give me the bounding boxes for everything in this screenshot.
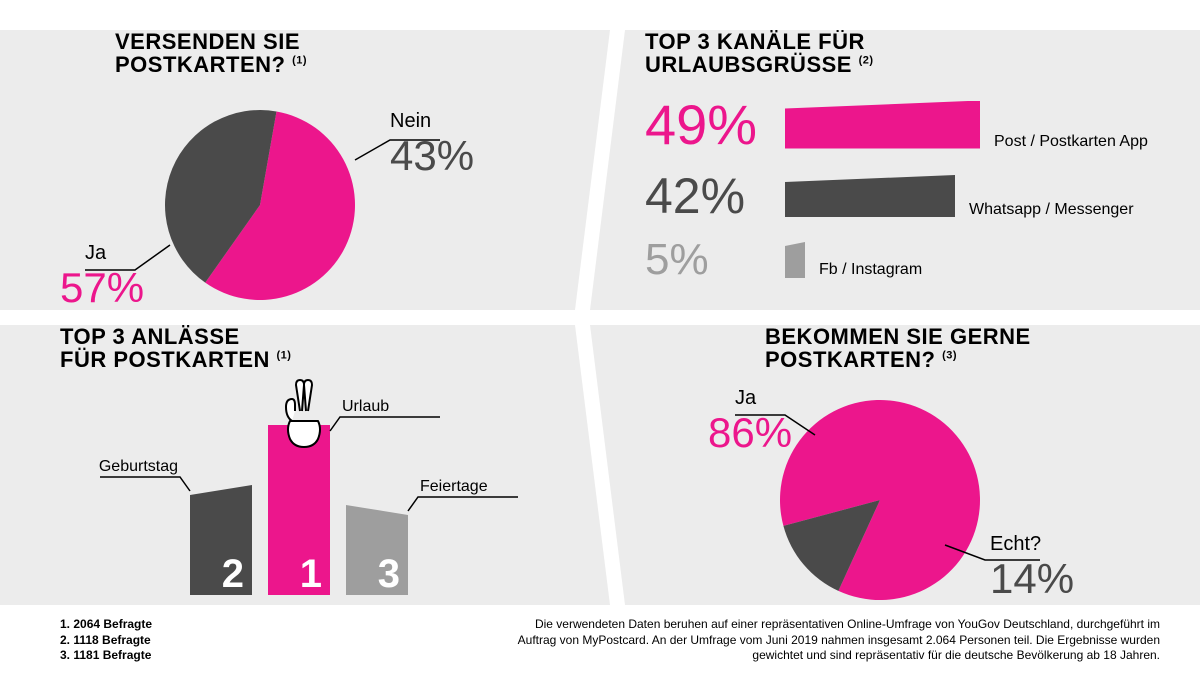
footnote-1: 1. 2064 Befragte — [60, 617, 152, 633]
panel2-title-l1: TOP 3 KANÄLE FÜR — [645, 29, 865, 54]
panel-receive-postcards: BEKOMMEN SIE GERNE POSTKARTEN? (3) Ja 86… — [590, 325, 1200, 605]
panel1-ja-label: Ja — [85, 242, 106, 265]
footnote-right: Die verwendeten Daten beruhen auf einer … — [500, 617, 1160, 664]
channel-pct: 49% — [645, 92, 785, 157]
podium-rank: 1 — [300, 552, 322, 596]
panel4-echt-pct: 14% — [990, 555, 1074, 603]
panel3-svg: 2 Geburtstag 1 Urlaub 3 Feiertage — [0, 325, 610, 605]
panel2-title-l2: URLAUBSGRÜSSE — [645, 52, 852, 77]
panel4-ja-pct: 86% — [708, 409, 792, 457]
panel1-ja-pct: 57% — [60, 264, 144, 312]
channel-label: Post / Postkarten App — [994, 133, 1148, 151]
panel4-echt-label: Echt? — [990, 533, 1041, 556]
channel-pct: 5% — [645, 235, 785, 285]
channel-row-0: 49% Post / Postkarten App — [645, 92, 1160, 157]
panel-send-postcards: VERSENDEN SIE POSTKARTEN? (1) Nein 43% J… — [0, 30, 610, 310]
podium-label: Urlaub — [342, 398, 389, 415]
channel-pct: 42% — [645, 167, 785, 225]
channel-label: Fb / Instagram — [819, 261, 922, 279]
channel-label: Whatsapp / Messenger — [969, 201, 1134, 219]
panel-occasions: TOP 3 ANLÄSSE FÜR POSTKARTEN (1) 2Geburt… — [0, 325, 610, 605]
panel-channels: TOP 3 KANÄLE FÜR URLAUBSGRÜSSE (2) 49% Po… — [590, 30, 1200, 310]
panel1-nein-pct: 43% — [390, 132, 474, 180]
panel4-svg — [590, 325, 1200, 605]
panel2-title: TOP 3 KANÄLE FÜR URLAUBSGRÜSSE (2) — [645, 30, 874, 76]
footnotes-left: 1. 2064 Befragte 2. 1118 Befragte 3. 118… — [60, 617, 152, 664]
victory-hand-icon — [286, 380, 320, 447]
panel1-nein-label: Nein — [390, 110, 431, 133]
footnote-2: 2. 1118 Befragte — [60, 633, 152, 649]
channel-bar — [785, 175, 955, 217]
footnote-3: 3. 1181 Befragte — [60, 648, 152, 664]
channel-row-2: 5% Fb / Instagram — [645, 235, 1160, 285]
podium-rank: 2 — [222, 552, 244, 596]
channel-bar — [785, 101, 980, 149]
podium-label: Feiertage — [420, 478, 488, 495]
channel-bar — [785, 242, 805, 278]
podium-rank: 3 — [378, 552, 400, 596]
channel-row-1: 42% Whatsapp / Messenger — [645, 167, 1160, 225]
podium-label: Geburtstag — [99, 458, 178, 475]
panel2-sup: (2) — [859, 55, 874, 67]
panel4-ja-label: Ja — [735, 387, 756, 410]
